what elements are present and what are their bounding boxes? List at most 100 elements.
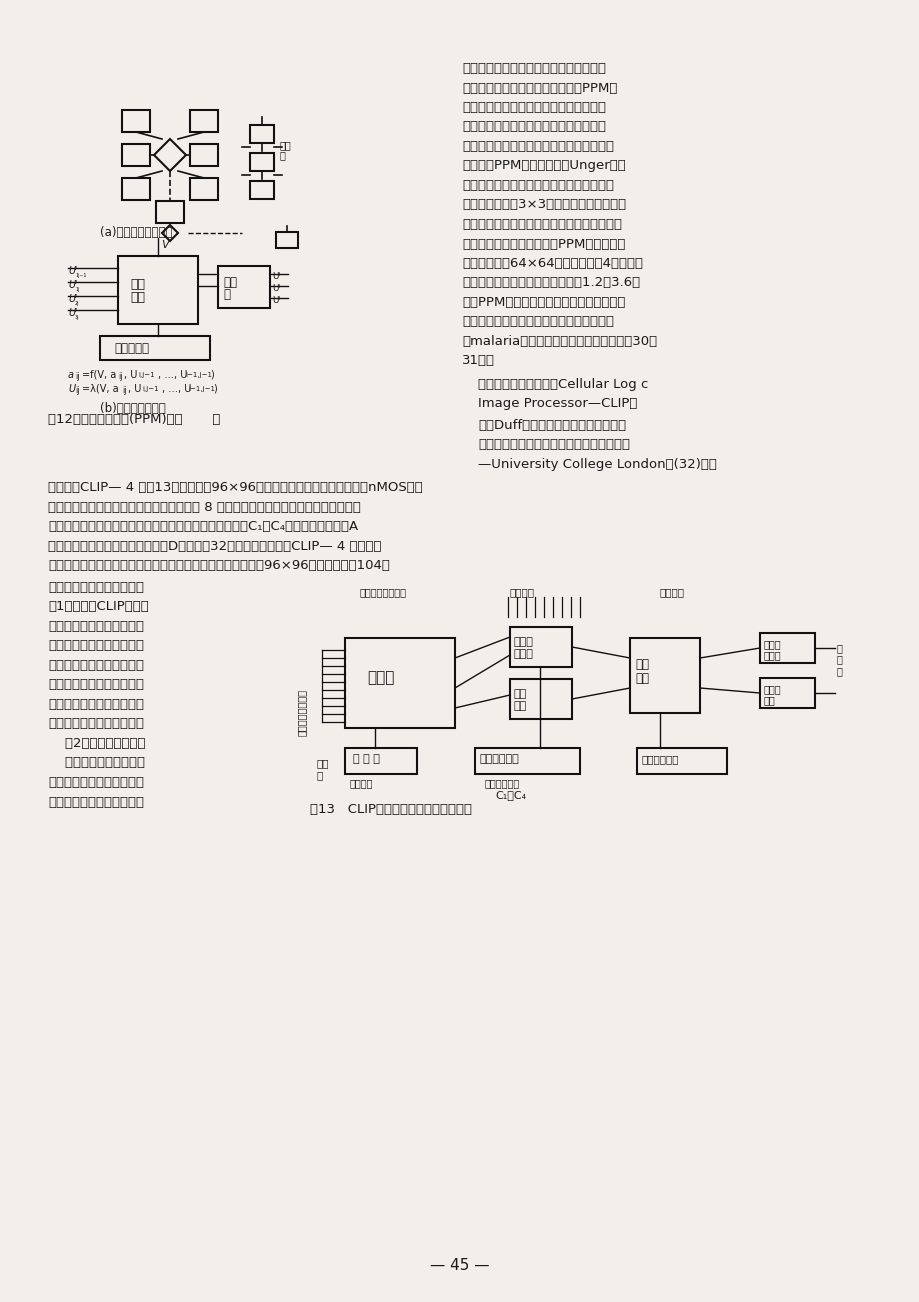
Text: 并行处理的结果来实现的。PPM直接处理的: 并行处理的结果来实现的。PPM直接处理的 bbox=[461, 237, 625, 250]
Text: 器: 器 bbox=[222, 288, 230, 301]
Text: V: V bbox=[161, 240, 168, 250]
Text: 邻近单元与控制部分馈入。其输出由各个: 邻近单元与控制部分馈入。其输出由各个 bbox=[461, 62, 606, 76]
Text: Uᴵ: Uᴵ bbox=[272, 284, 279, 293]
Bar bbox=[759, 678, 814, 708]
Bar bbox=[630, 638, 699, 713]
Text: —University College London）(32)。这: —University College London）(32)。这 bbox=[478, 458, 716, 471]
Text: ij: ij bbox=[122, 385, 127, 395]
Text: 逻辑选: 逻辑选 bbox=[514, 637, 533, 647]
Text: Image Processor—CLIP）: Image Processor—CLIP） bbox=[478, 397, 637, 410]
Text: 输入信号和状态组合电路来决定。PPM是: 输入信号和状态组合电路来决定。PPM是 bbox=[461, 82, 617, 95]
Text: 一样，想做成完全并行式的，但在硬件实施: 一样，想做成完全并行式的，但在硬件实施 bbox=[461, 178, 613, 191]
Bar bbox=[156, 201, 184, 223]
Text: =f(V, a: =f(V, a bbox=[82, 370, 116, 380]
Text: （2）局部并行处理器: （2）局部并行处理器 bbox=[48, 737, 145, 750]
Text: ij: ij bbox=[118, 372, 122, 381]
Text: 在图象处理中，运用平: 在图象处理中，运用平 bbox=[48, 756, 145, 769]
Bar bbox=[474, 749, 579, 773]
Text: 31）。: 31）。 bbox=[461, 354, 494, 367]
Text: Uᴵ: Uᴵ bbox=[68, 266, 77, 276]
Text: ₁ⱼ: ₁ⱼ bbox=[75, 284, 79, 293]
Text: ij: ij bbox=[75, 385, 79, 395]
Text: 电路: 电路 bbox=[130, 292, 145, 303]
Text: 声测量面积与周长，以及提: 声测量面积与周长，以及提 bbox=[48, 659, 144, 672]
Text: 控制: 控制 bbox=[222, 276, 237, 289]
Text: 行细线化处理，做阈値处理和微分处理等。: 行细线化处理，做阈値处理和微分处理等。 bbox=[461, 141, 613, 154]
Text: 算单元，而整个图象的处理是靠扫描各局部已: 算单元，而整个图象的处理是靠扫描各局部已 bbox=[461, 217, 621, 230]
Text: =λ(V, a: =λ(V, a bbox=[82, 384, 119, 395]
Bar bbox=[276, 232, 298, 247]
Text: i−1,j−1: i−1,j−1 bbox=[185, 372, 211, 378]
Text: , U: , U bbox=[124, 370, 137, 380]
Text: 电路: 电路 bbox=[634, 672, 648, 685]
Text: 对象是大小为64×64、灰度等级为4位的图象: 对象是大小为64×64、灰度等级为4位的图象 bbox=[461, 256, 642, 270]
Text: 下述的基本图象处理操作：: 下述的基本图象处理操作： bbox=[48, 620, 144, 633]
Text: 邻元数据控制: 邻元数据控制 bbox=[641, 754, 679, 764]
Text: 邻接逻辑运算控制: 邻接逻辑运算控制 bbox=[297, 690, 307, 737]
Bar bbox=[345, 638, 455, 728]
Text: 子和六角形格子，各单元的运算是由逻辑函数构成的；由C₁～C₄来控制各个单元。A: 子和六角形格子，各单元的运算是由逻辑函数构成的；由C₁～C₄来控制各个单元。A bbox=[48, 521, 357, 534]
Text: 择电路: 择电路 bbox=[763, 650, 781, 660]
Text: ij: ij bbox=[75, 372, 79, 381]
Bar bbox=[122, 178, 150, 201]
Text: 这是Duff等人以大规范集成电路研制成: 这是Duff等人以大规范集成电路研制成 bbox=[478, 419, 626, 432]
Text: 图12并行图象处理器(PPM)的结       式: 图12并行图象处理器(PPM)的结 式 bbox=[48, 413, 221, 426]
Text: （malaria）寄生虫、检查印刷电路板等（30、: （malaria）寄生虫、检查印刷电路板等（30、 bbox=[461, 335, 656, 348]
Text: 逻辑: 逻辑 bbox=[634, 658, 648, 671]
Text: , …, U: , …, U bbox=[158, 370, 187, 380]
Text: ₂ⱼ: ₂ⱼ bbox=[75, 298, 79, 307]
Text: 择电路: 择电路 bbox=[514, 648, 533, 659]
Text: 取具有灰度等级图象的轮廓: 取具有灰度等级图象的轮廓 bbox=[48, 678, 144, 691]
Text: 状态寄存器: 状态寄存器 bbox=[114, 342, 149, 355]
Text: — 45 —: — 45 — bbox=[430, 1258, 489, 1273]
Text: 组合: 组合 bbox=[130, 279, 145, 292]
Text: (a)基本运算单元阵列: (a)基本运算单元阵列 bbox=[100, 227, 173, 240]
Text: 均化法、微分、提取特征等: 均化法、微分、提取特征等 bbox=[48, 776, 144, 789]
Bar bbox=[345, 749, 416, 773]
Text: i,j−1: i,j−1 bbox=[138, 372, 154, 378]
Bar bbox=[509, 680, 572, 719]
Text: (b)运算单元的结构: (b)运算单元的结构 bbox=[100, 402, 165, 415]
Text: 数据输入: 数据输入 bbox=[509, 587, 535, 598]
Text: Uᴵ: Uᴵ bbox=[68, 280, 77, 290]
Bar bbox=[218, 266, 269, 309]
Text: ₃ⱼ: ₃ⱼ bbox=[75, 312, 79, 322]
Text: 逻辑存储控制: 逻辑存储控制 bbox=[480, 754, 519, 764]
Text: 虽然构思PPM的思想基础和Unger机器: 虽然构思PPM的思想基础和Unger机器 bbox=[461, 160, 625, 172]
Text: 存器: 存器 bbox=[763, 695, 775, 704]
Bar bbox=[250, 125, 274, 143]
Text: 电路: 电路 bbox=[514, 700, 527, 711]
Text: , …, U: , …, U bbox=[162, 384, 191, 395]
Bar bbox=[190, 178, 218, 201]
Text: 逻辑存储控制: 逻辑存储控制 bbox=[484, 779, 519, 788]
Text: 双値图象的细线化、消除噪: 双値图象的细线化、消除噪 bbox=[48, 639, 144, 652]
Text: 输
出
端: 输 出 端 bbox=[836, 643, 842, 676]
Text: 逻辑选: 逻辑选 bbox=[763, 639, 781, 648]
Text: 运 位 器: 运 位 器 bbox=[353, 754, 380, 764]
Bar bbox=[250, 181, 274, 199]
Text: Uᴵ: Uᴵ bbox=[68, 294, 77, 303]
Text: 员号测明: 员号测明 bbox=[349, 779, 373, 788]
Bar bbox=[190, 109, 218, 132]
Text: 上，只装了一种3×3局部区域数据的基本运: 上，只装了一种3×3局部区域数据的基本运 bbox=[461, 198, 626, 211]
Text: ): ) bbox=[210, 370, 213, 380]
Text: C₁～C₄: C₁～C₄ bbox=[494, 790, 526, 799]
Text: 按着既能处理双値图象，又能处理具有灰: 按着既能处理双値图象，又能处理具有灰 bbox=[461, 102, 606, 115]
Text: 功的完全并行式图象处理器（英国伦敢大学: 功的完全并行式图象处理器（英国伦敢大学 bbox=[478, 439, 630, 452]
Text: 为1个微秒。CLIP能完成: 为1个微秒。CLIP能完成 bbox=[48, 600, 149, 613]
Text: a: a bbox=[68, 370, 74, 380]
Text: ): ) bbox=[213, 384, 217, 395]
Text: 微秒。象素之间的传送速度: 微秒。象素之间的传送速度 bbox=[48, 581, 144, 594]
Text: i,j−1: i,j−1 bbox=[142, 385, 158, 392]
Text: 移位寄: 移位寄 bbox=[763, 684, 781, 694]
Text: 逻辑: 逻辑 bbox=[514, 689, 527, 699]
Bar bbox=[122, 145, 150, 165]
Text: Uᴵ: Uᴵ bbox=[272, 296, 279, 305]
Text: 邻接逻辑运算控制: 邻接逻辑运算控制 bbox=[359, 587, 406, 598]
Text: 图13   CLIP的基本运算单元的结构形式: 图13 CLIP的基本运算单元的结构形式 bbox=[310, 803, 471, 816]
Text: 运算: 运算 bbox=[279, 141, 291, 150]
Text: U: U bbox=[68, 384, 75, 395]
Text: 门电路: 门电路 bbox=[367, 671, 394, 685]
Bar bbox=[636, 749, 726, 773]
Text: Uᴵ: Uᴵ bbox=[68, 309, 77, 318]
